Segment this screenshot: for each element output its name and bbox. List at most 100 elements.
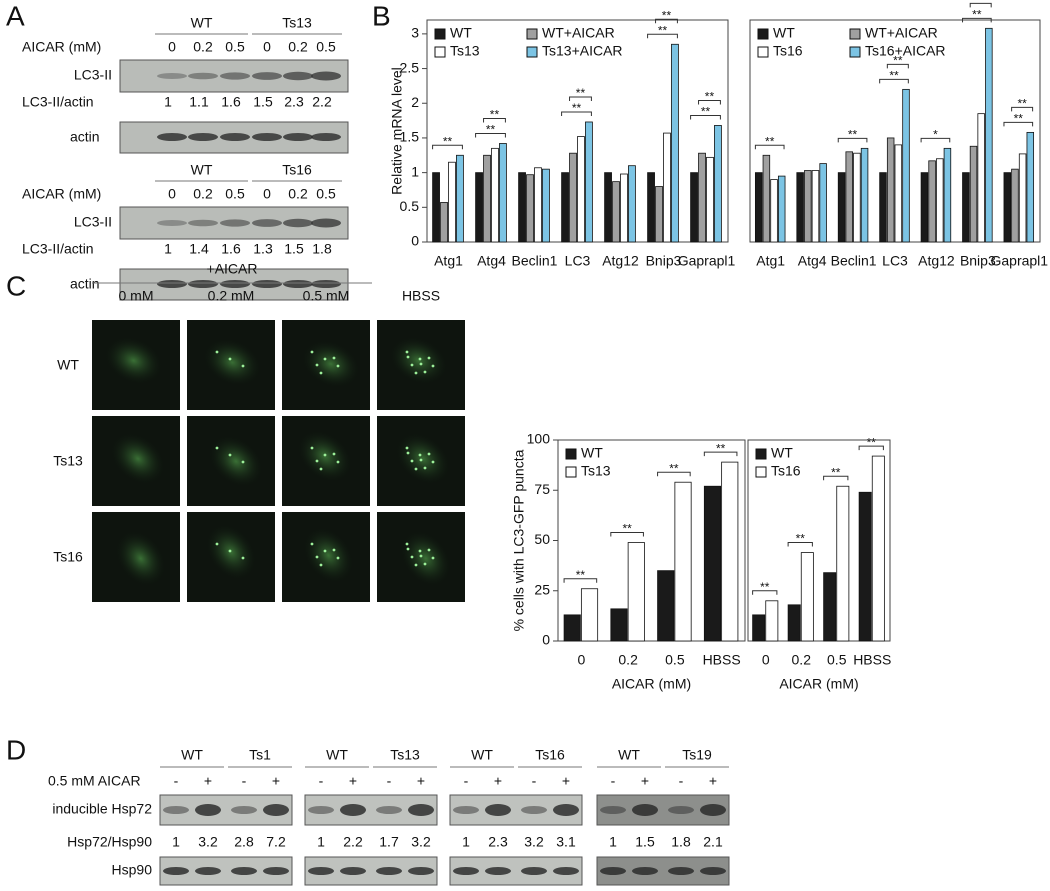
bar <box>612 181 620 243</box>
ratio-label: LC3-II/actin <box>22 94 94 110</box>
band <box>408 804 434 816</box>
cell <box>302 340 360 388</box>
band <box>521 867 547 875</box>
bar <box>580 588 599 642</box>
band <box>700 867 726 875</box>
ratio: 1.3 <box>253 241 273 257</box>
bar <box>787 604 801 642</box>
significance-bracket <box>1003 121 1034 127</box>
puncta <box>418 357 422 361</box>
significance-label: ** <box>889 69 899 83</box>
ratio: 3.2 <box>524 834 544 850</box>
column-label: HBSS <box>402 288 440 304</box>
bar <box>879 172 887 243</box>
band <box>311 280 341 288</box>
band-label: LC3-II <box>74 67 112 83</box>
legend-label: Ts13+AICAR <box>542 43 623 59</box>
significance-label: ** <box>1014 112 1024 126</box>
treatment-label: 0.5 mM AICAR <box>48 773 141 789</box>
puncta <box>323 357 327 361</box>
ratio: 1 <box>462 834 470 850</box>
significance-label: ** <box>490 108 500 122</box>
bar <box>475 172 483 243</box>
ratio: 7.2 <box>266 834 286 850</box>
y-tick-label: 1 <box>411 163 419 179</box>
puncta <box>215 446 219 450</box>
column-label: 0.2 mM <box>208 288 255 304</box>
puncta <box>228 357 232 361</box>
bar <box>663 132 671 243</box>
dose: 0.5 <box>225 186 245 202</box>
legend-label: WT+AICAR <box>542 25 615 41</box>
legend-swatch <box>849 28 861 40</box>
bar <box>837 172 846 243</box>
bar <box>491 147 499 243</box>
band <box>668 806 694 814</box>
bar <box>819 163 827 243</box>
band <box>252 133 282 141</box>
bar <box>811 170 820 243</box>
panel-label: D <box>6 734 26 765</box>
cell <box>104 336 163 385</box>
x-tick-label: 0 <box>577 652 585 668</box>
ratio: 1 <box>609 834 617 850</box>
band <box>195 867 221 875</box>
bar <box>853 152 861 243</box>
bar <box>526 174 534 243</box>
bar <box>674 481 692 642</box>
x-tick-label: HBSS <box>853 652 891 668</box>
band <box>220 280 250 288</box>
band <box>231 867 257 875</box>
y-tick-label: 2 <box>411 94 419 110</box>
significance-bracket <box>561 111 592 116</box>
y-axis-label: % cells with LC3-GFP puncta <box>511 449 527 631</box>
dose: 0.5 <box>316 39 336 55</box>
cell <box>209 435 263 487</box>
significance-bracket <box>563 578 598 583</box>
legend-label: WT <box>581 445 603 461</box>
significance-bracket <box>610 532 644 537</box>
puncta <box>323 453 327 457</box>
puncta <box>319 563 323 567</box>
dose: 0 <box>168 186 176 202</box>
dose: 0.2 <box>288 39 308 55</box>
ratio: 1.8 <box>671 834 691 850</box>
puncta <box>315 363 319 367</box>
group-label: Ts13 <box>390 747 420 763</box>
puncta <box>431 364 435 368</box>
puncta <box>319 371 323 375</box>
dose: 0 <box>263 186 271 202</box>
significance-bracket <box>690 114 721 120</box>
ratio: 1.5 <box>635 834 655 850</box>
puncta <box>310 350 314 354</box>
band-label: LC3-II <box>74 214 112 230</box>
bar <box>627 542 645 642</box>
y-tick-label: 2.5 <box>400 59 420 75</box>
ratio: 2.2 <box>312 94 332 110</box>
puncta <box>414 467 418 471</box>
puncta <box>405 446 409 450</box>
bar <box>499 143 507 243</box>
bar <box>962 172 970 243</box>
x-tick-label: 0.2 <box>792 652 812 668</box>
treatment-label: +AICAR <box>207 261 258 277</box>
significance-bracket <box>886 63 909 69</box>
puncta <box>315 459 319 463</box>
significance-label: ** <box>976 0 986 6</box>
band <box>600 806 626 814</box>
band-label: inducible Hsp72 <box>52 801 152 817</box>
x-tick-label: Beclin1 <box>831 253 877 269</box>
row-label: WT <box>57 357 79 373</box>
band <box>308 806 334 814</box>
bar <box>647 172 655 243</box>
cell <box>389 336 448 385</box>
treatment-sign: - <box>532 773 537 789</box>
band <box>195 804 221 816</box>
bar <box>706 156 714 243</box>
group-label: Ts16 <box>535 747 565 763</box>
treatment-sign: + <box>204 773 212 789</box>
ratio: 1.8 <box>312 241 332 257</box>
group-label: WT <box>191 162 213 178</box>
row-label: Ts16 <box>53 549 83 565</box>
bar <box>714 125 722 243</box>
